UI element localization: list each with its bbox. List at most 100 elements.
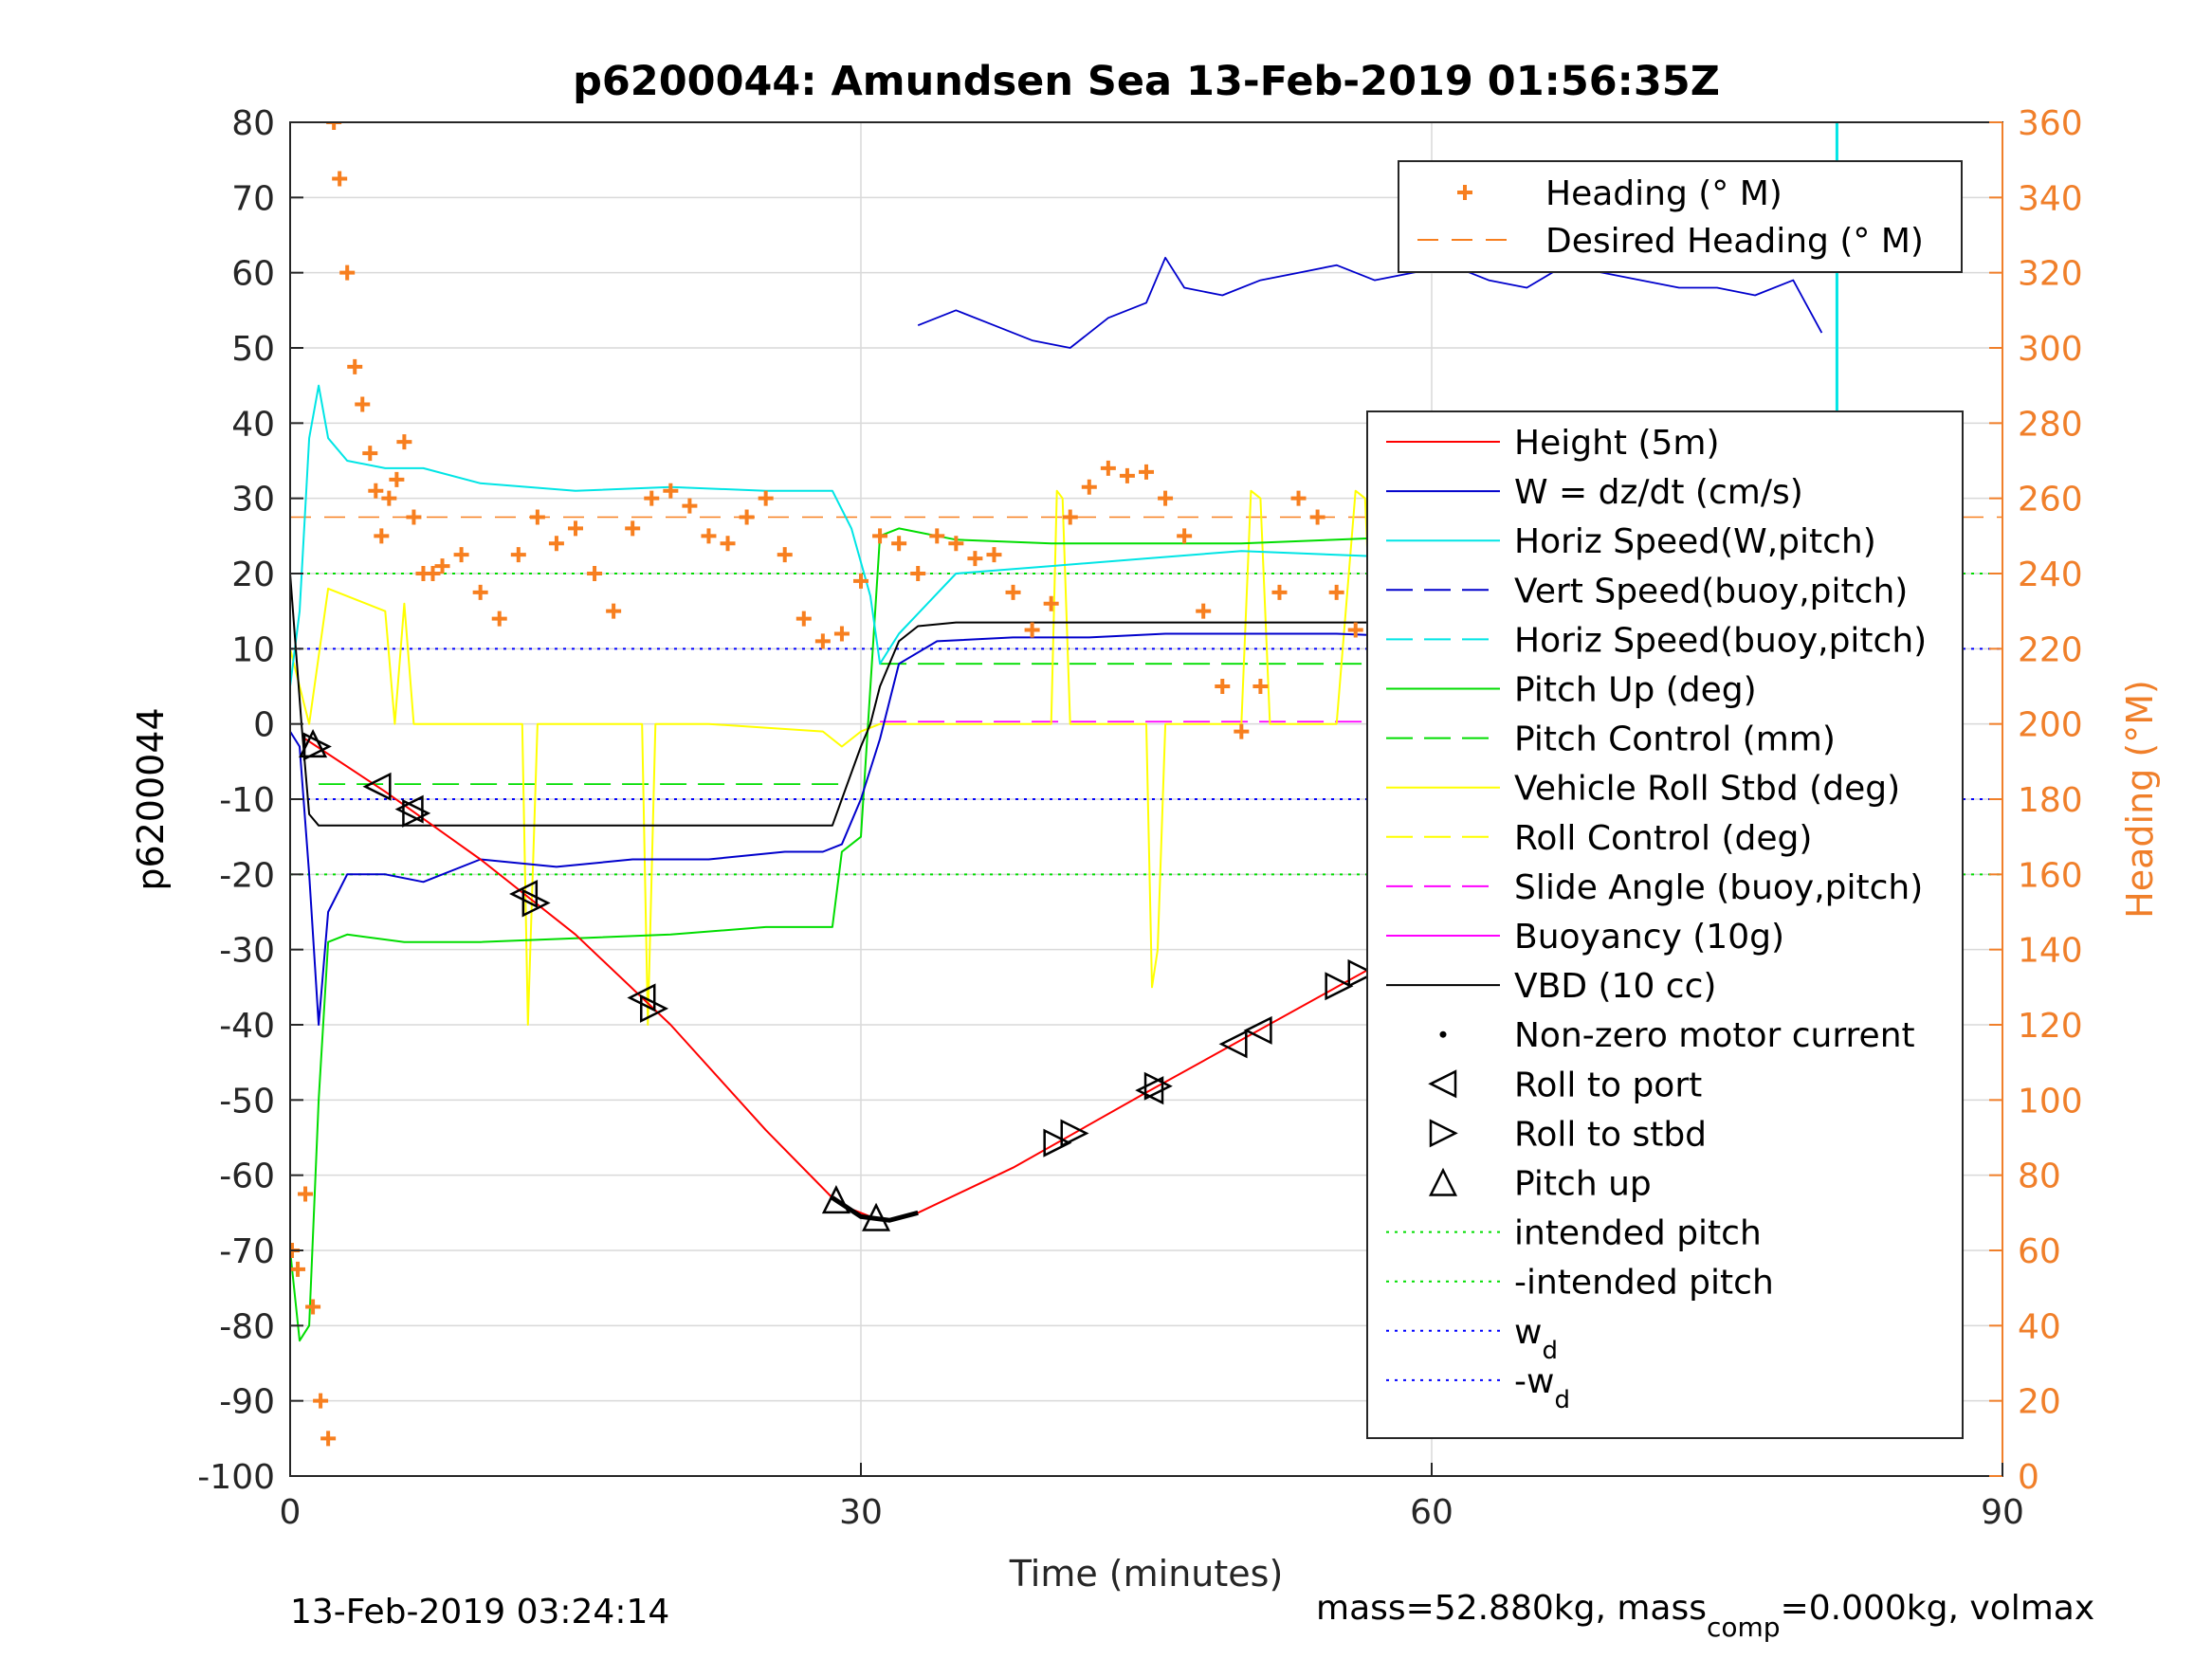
heading-point-11 [362,446,378,462]
y-tick-label-4: 40 [231,405,275,444]
footer-mass: mass=52.880kg, masscomp=0.000kg, volmax [1316,1589,2094,1643]
heading-point-32 [663,483,679,499]
heading-point-59 [1177,528,1193,544]
legend-main-label-1: W = dz/dt (cm/s) [1514,473,1803,512]
y2-tick-label-0: 360 [2018,104,2083,143]
legend-main-swatch-14 [1429,1119,1458,1148]
legend-main-sub-19: d [1554,1386,1570,1414]
legend-main-swatch-12 [1439,1030,1447,1038]
legend-main-box [1366,410,1964,1439]
y2-tick-label-3: 300 [2018,330,2083,369]
heading-point-68 [1347,622,1363,638]
y-tick-label-1: 70 [231,179,275,218]
roll-marker-15 [1218,1030,1248,1059]
y2-tick-label-16: 40 [2018,1307,2061,1346]
legend-main-label-13: Roll to port [1514,1066,1702,1104]
legend-main-sub-18: d [1542,1337,1558,1365]
legend-heading-box [1398,160,1963,273]
heading-point-36 [739,509,755,525]
heading-point-29 [606,603,622,619]
legend-main-label-11: VBD (10 cc) [1514,967,1716,1006]
heading-point-33 [682,498,698,514]
heading-point-38 [777,547,793,563]
y-tick-label-18: -100 [197,1458,275,1497]
y2-tick-label-7: 220 [2018,630,2083,669]
heading-point-34 [701,528,717,544]
legend-heading-label-0: Heading (° M) [1545,174,1782,213]
y-tick-label-16: -80 [219,1307,275,1346]
y-tick-label-15: -70 [219,1232,275,1271]
roll-marker-11 [1043,1128,1072,1158]
x-axis-label: Time (minutes) [1009,1553,1284,1595]
heading-point-40 [814,633,831,649]
legend-heading-swatch-0 [1457,185,1472,200]
heading-point-42 [853,573,868,589]
series-vbd [290,573,1832,827]
heading-point-63 [1252,679,1269,694]
heading-point-50 [1005,584,1021,600]
x-tick-label-3: 90 [1981,1493,2024,1532]
heading-point-64 [1271,584,1288,600]
heading-point-21 [453,547,469,563]
heading-point-41 [833,626,850,642]
y-tick-label-17: -90 [219,1383,275,1422]
heading-point-46 [929,528,945,544]
heading-point-48 [967,551,983,567]
y-tick-label-11: -30 [219,932,275,971]
heading-point-24 [510,547,526,563]
y-tick-label-12: -40 [219,1007,275,1046]
legend-main-label-9: Slide Angle (buoy,pitch) [1514,868,1923,907]
legend-heading: Heading (° M) Desired Heading (° M) [1398,160,1963,273]
series-w-upper [917,256,1823,349]
legend-main-label-5: Pitch Up (deg) [1514,671,1757,710]
legend-main-label-16: intended pitch [1514,1214,1762,1253]
heading-point-65 [1290,490,1307,506]
y-tick-label-7: 10 [231,630,275,669]
heading-point-67 [1328,584,1344,600]
y-tick-label-9: -10 [219,781,275,820]
heading-point-31 [644,490,660,506]
heading-point-26 [548,536,564,552]
footer-timestamp: 13-Feb-2019 03:24:14 [290,1593,669,1632]
legend-main-label-10: Buoyancy (10g) [1514,918,1784,957]
heading-point-2 [298,1186,314,1202]
roll-marker-0 [299,729,328,758]
heading-point-10 [355,396,371,412]
y-tick-label-6: 20 [231,556,275,594]
legend-main-label-14: Roll to stbd [1514,1115,1707,1154]
heading-point-14 [381,490,397,506]
legend-main-label-17: -intended pitch [1514,1264,1774,1303]
heading-point-39 [795,611,812,627]
y2-tick-label-1: 340 [2018,179,2083,218]
heading-point-47 [948,536,964,552]
heading-point-56 [1119,467,1135,483]
legend-main-label-4: Horiz Speed(buoy,pitch) [1514,621,1927,660]
heading-point-9 [347,358,363,374]
heading-point-23 [491,611,507,627]
heading-point-12 [368,483,384,499]
heading-point-45 [910,566,926,581]
heading-point-28 [587,566,603,581]
heading-point-3 [305,1299,321,1315]
heading-point-57 [1139,464,1154,480]
heading-point-37 [758,490,774,506]
heading-point-20 [434,558,450,574]
heading-point-66 [1309,509,1325,525]
footer-mass-sub: comp [1707,1612,1781,1643]
y2-tick-label-5: 260 [2018,481,2083,520]
heading-point-44 [891,536,907,552]
heading-point-6 [326,122,342,130]
y-tick-label-13: -50 [219,1082,275,1121]
y-tick-label-10: -20 [219,856,275,895]
y2-tick-label-18: 0 [2018,1458,2039,1497]
y2-tick-label-14: 80 [2018,1158,2061,1196]
heading-point-4 [313,1393,329,1409]
y-axis-label: p6200044 [130,707,172,890]
legend-main: Height (5m) W = dz/dt (cm/s) Horiz Speed(W… [1366,410,1964,1439]
heading-point-53 [1062,509,1078,525]
heading-point-51 [1024,622,1040,638]
heading-point-27 [568,520,583,537]
roll-marker-4 [402,798,431,828]
legend-main-label-2: Horiz Speed(W,pitch) [1514,522,1876,561]
heading-point-62 [1234,723,1250,739]
